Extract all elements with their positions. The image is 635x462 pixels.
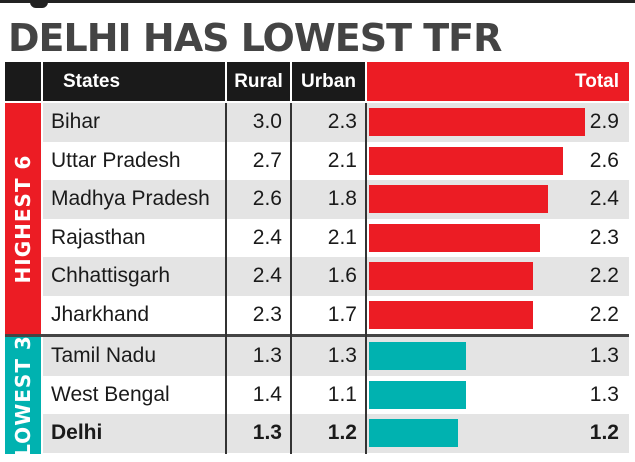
state-name: West Bengal bbox=[51, 382, 170, 406]
rural-value: 2.6 bbox=[252, 187, 282, 211]
tfr-table: States Rural Urban Total HIGHEST 6 LOWES… bbox=[5, 62, 629, 457]
state-name: Madhya Pradesh bbox=[51, 187, 210, 211]
rural-value: 2.4 bbox=[252, 264, 282, 288]
top-rule bbox=[0, 0, 635, 3]
rural-value: 2.4 bbox=[252, 225, 282, 249]
column-divider bbox=[225, 103, 227, 454]
rural-value: 2.3 bbox=[252, 302, 282, 326]
group-label-highest: HIGHEST 6 bbox=[5, 103, 41, 334]
urban-value: 2.1 bbox=[327, 148, 357, 172]
table-row: Tamil Nadu 1.3 1.3 1.3 bbox=[43, 337, 629, 376]
state-name: Chhattisgarh bbox=[51, 264, 171, 288]
group-separator bbox=[5, 334, 629, 337]
total-bar bbox=[369, 300, 533, 329]
urban-value: 1.3 bbox=[327, 344, 357, 368]
state-name: Tamil Nadu bbox=[51, 344, 157, 368]
total-value: 1.3 bbox=[589, 344, 619, 368]
column-divider bbox=[365, 103, 367, 454]
rural-value: 1.3 bbox=[252, 421, 282, 445]
top-rule-tab bbox=[30, 0, 48, 8]
total-bar bbox=[369, 262, 533, 290]
header-rural: Rural bbox=[227, 62, 290, 101]
table-row: Rajasthan 2.4 2.1 2.3 bbox=[43, 219, 629, 258]
group-label-highest-text: HIGHEST 6 bbox=[11, 154, 35, 283]
table-row: Delhi 1.3 1.2 1.2 bbox=[43, 414, 629, 453]
rural-value: 1.3 bbox=[252, 344, 282, 368]
total-value: 2.6 bbox=[589, 148, 619, 172]
table-row: Bihar 3.0 2.3 2.9 bbox=[43, 103, 629, 142]
state-name: Uttar Pradesh bbox=[51, 148, 181, 172]
urban-value: 2.3 bbox=[327, 110, 357, 134]
table-row: Chhattisgarh 2.4 1.6 2.2 bbox=[43, 257, 629, 296]
total-value: 2.2 bbox=[589, 264, 619, 288]
total-value: 1.3 bbox=[589, 382, 619, 406]
urban-value: 1.6 bbox=[327, 264, 357, 288]
urban-value: 1.7 bbox=[327, 302, 357, 326]
table-row: Madhya Pradesh 2.6 1.8 2.4 bbox=[43, 180, 629, 219]
state-name: Delhi bbox=[51, 421, 103, 445]
table-row: Uttar Pradesh 2.7 2.1 2.6 bbox=[43, 142, 629, 181]
total-value: 2.4 bbox=[589, 187, 619, 211]
group-label-lowest-text: LOWEST 3 bbox=[11, 334, 35, 457]
total-value: 2.2 bbox=[589, 302, 619, 326]
header-urban: Urban bbox=[292, 62, 365, 101]
rural-value: 3.0 bbox=[252, 110, 282, 134]
group-label-lowest: LOWEST 3 bbox=[5, 334, 41, 457]
total-bar bbox=[369, 419, 459, 447]
urban-value: 1.8 bbox=[327, 187, 357, 211]
urban-value: 1.2 bbox=[327, 421, 357, 445]
total-value: 1.2 bbox=[589, 421, 619, 445]
state-name: Rajasthan bbox=[51, 225, 146, 249]
total-value: 2.9 bbox=[589, 110, 619, 134]
total-bar bbox=[369, 380, 466, 409]
chart-title: DELHI HAS LOWEST TFR bbox=[8, 16, 502, 60]
urban-value: 1.1 bbox=[327, 382, 357, 406]
table-row: West Bengal 1.4 1.1 1.3 bbox=[43, 376, 629, 415]
total-bar bbox=[369, 108, 585, 136]
table-row: Jharkhand 2.3 1.7 2.2 bbox=[43, 296, 629, 335]
total-value: 2.3 bbox=[589, 225, 619, 249]
total-bar bbox=[369, 223, 541, 252]
total-bar bbox=[369, 146, 563, 175]
header-total: Total bbox=[367, 62, 629, 101]
total-bar bbox=[369, 342, 466, 370]
urban-value: 2.1 bbox=[327, 225, 357, 249]
rural-value: 2.7 bbox=[252, 148, 282, 172]
rural-value: 1.4 bbox=[252, 382, 282, 406]
total-bar bbox=[369, 185, 548, 213]
header-corner bbox=[5, 62, 41, 101]
state-name: Jharkhand bbox=[51, 302, 150, 326]
column-divider bbox=[290, 103, 292, 454]
header-states: States bbox=[43, 62, 225, 101]
state-name: Bihar bbox=[51, 110, 101, 134]
